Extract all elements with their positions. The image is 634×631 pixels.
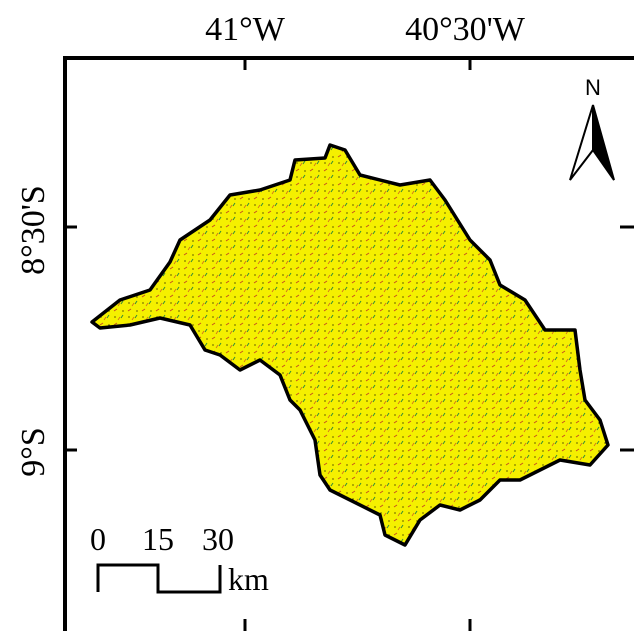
map-frame (63, 56, 634, 631)
latitude-label: 9°S (15, 427, 52, 477)
basin-polygon (90, 143, 610, 547)
scale-label: 15 (142, 521, 174, 557)
north-arrow: N (569, 75, 615, 181)
scale-unit: km (228, 561, 269, 597)
north-label: N (585, 75, 601, 100)
scale-bar: 0 15 30 km (90, 521, 269, 597)
longitude-label: 40°30'W (405, 11, 526, 48)
latitude-label: 8°30'S (15, 185, 52, 275)
scale-label: 30 (202, 521, 234, 557)
scale-label: 0 (90, 521, 106, 557)
longitude-label: 41°W (205, 11, 286, 48)
ticks (65, 58, 634, 631)
